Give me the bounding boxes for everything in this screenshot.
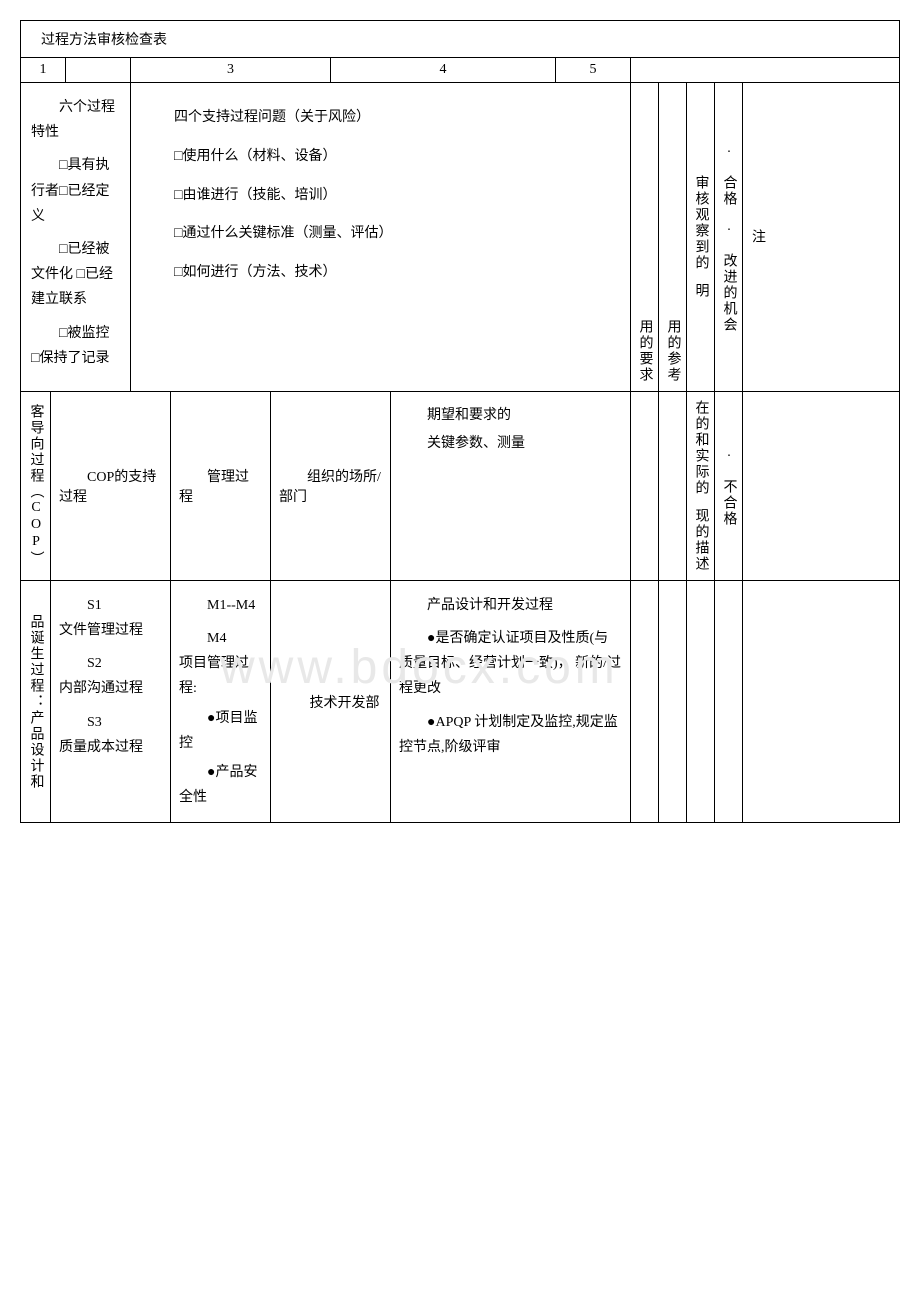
sub-col-5: 期望和要求的 关键参数、测量 [391,392,631,580]
data-col-5-b1: ●是否确定认证项目及性质(与质量目标、经营计划一致)， 新的/过程更改 [399,626,622,702]
sub-col-3: 管理过程 [171,392,271,580]
right-col-1-text: 用的要求 [635,319,655,383]
data-s2-text: 内部沟通过程 [59,676,162,701]
number-cell-1: 1 [21,58,66,82]
right-col-2: 用的参考 [659,83,687,391]
four-q3: □通过什么关键标准（测量、评估） [146,219,615,250]
sub-col-4-text: 组织的场所/部门 [279,466,382,506]
sub-col-3-text: 管理过程 [179,466,262,506]
data-right-3 [687,581,715,823]
data-right-1 [631,581,659,823]
sub-col-1: 客导向过程（COP） [21,392,51,580]
right-col-4: . 合格 . 改进的机会 [715,83,743,391]
number-row: 1 3 4 5 [21,58,899,83]
characteristics-row: 六个过程特性 □具有执行者□已经定义 □已经被文件化 □已经建立联系 □被监控 … [21,83,899,392]
sub-col-1-text: 客导向过程（COP） [26,404,46,567]
sub-col-5-line2: 关键参数、测量 [399,432,622,452]
title-row: 过程方法审核检查表 [21,21,899,58]
sub-col-5-line1: 期望和要求的 [399,404,622,424]
number-cell-4: 4 [331,58,556,82]
data-col-5: 产品设计和开发过程 ●是否确定认证项目及性质(与质量目标、经营计划一致)， 新的… [391,581,631,823]
right-col-5: 注 [743,83,771,391]
right-col-4-top: . 合格 [719,141,739,207]
right-col-1: 用的要求 [631,83,659,391]
number-cell-1b [66,58,131,82]
data-col-5-header: 产品设计和开发过程 [399,593,622,618]
number-cell-rest [631,58,899,82]
sub-right-4-bot: . 不合格 [719,445,739,527]
six-characteristics: 六个过程特性 □具有执行者□已经定义 □已经被文件化 □已经建立联系 □被监控 … [21,83,131,391]
sub-right-4: . 不合格 [715,392,743,580]
right-col-3-mid: 明 [691,283,711,299]
table-title: 过程方法审核检查表 [41,33,167,48]
data-right-4 [715,581,743,823]
data-col-5-b2: ●APQP 计划制定及监控,规定监控节点,阶级评审 [399,710,622,760]
sub-right-3-bot: 在的和实际的 [691,400,711,496]
six-item2: □已经被文件化 □已经建立联系 [31,237,120,313]
data-col-2: S1 文件管理过程 S2 内部沟通过程 S3 质量成本过程 [51,581,171,823]
sub-col-4: 组织的场所/部门 [271,392,391,580]
data-s1-text: 文件管理过程 [59,618,162,643]
six-item1: □具有执行者□已经定义 [31,153,120,229]
data-right-2 [659,581,687,823]
sub-col-2: COP的支持过程 [51,392,171,580]
data-s3-text: 质量成本过程 [59,735,162,760]
data-bullet2: ●产品安全性 [179,760,262,810]
data-col-4-text: 技术开发部 [282,692,380,712]
number-cell-3: 3 [131,58,331,82]
sub-right-5 [743,392,771,580]
right-col-3-top: 审核观察到的 [691,175,711,271]
right-col-3: 审核观察到的 明 [687,83,715,391]
data-s2: S2 [59,651,162,676]
four-questions: 四个支持过程问题（关于风险） □使用什么（材料、设备） □由谁进行（技能、培训）… [131,83,631,391]
right-col-2-text: 用的参考 [663,319,683,383]
data-m1: M1--M4 [179,593,262,618]
data-m4: M4 [179,626,262,651]
data-m4-text: 项目管理过程: [179,651,262,701]
four-q2: □由谁进行（技能、培训） [146,181,615,212]
number-cell-5: 5 [556,58,631,82]
sub-right-3: 在的和实际的 现的描述 [687,392,715,580]
four-header: 四个支持过程问题（关于风险） [146,103,615,134]
six-header: 六个过程特性 [31,95,120,145]
right-col-5-text: 注 [747,229,767,245]
sub-right-2 [659,392,687,580]
data-right-5 [743,581,771,823]
data-col-1-text: 品诞生过程：产品设计和 [26,614,46,790]
data-s1: S1 [59,593,162,618]
data-col-1: 品诞生过程：产品设计和 [21,581,51,823]
four-q1: □使用什么（材料、设备） [146,142,615,173]
data-row-1: 品诞生过程：产品设计和 S1 文件管理过程 S2 内部沟通过程 S3 质量成本过… [21,581,899,823]
sub-right-3-end: 现的描述 [691,508,711,572]
data-col-4: 技术开发部 [271,581,391,823]
data-bullet1: ●项目监控 [179,706,262,756]
six-item3: □被监控 □保持了记录 [31,321,120,371]
data-col-3: M1--M4 M4 项目管理过程: ●项目监控 ●产品安全性 [171,581,271,823]
sub-col-2-text: COP的支持过程 [59,466,162,506]
sub-header-row: 客导向过程（COP） COP的支持过程 管理过程 组织的场所/部门 期望和要求的… [21,392,899,581]
sub-right-1 [631,392,659,580]
main-table: 过程方法审核检查表 1 3 4 5 六个过程特性 □具有执行者□已经定义 □已经… [20,20,900,823]
four-q4: □如何进行（方法、技术） [146,258,615,289]
data-s3: S3 [59,710,162,735]
right-col-4-mid: . 改进的机会 [719,219,739,333]
